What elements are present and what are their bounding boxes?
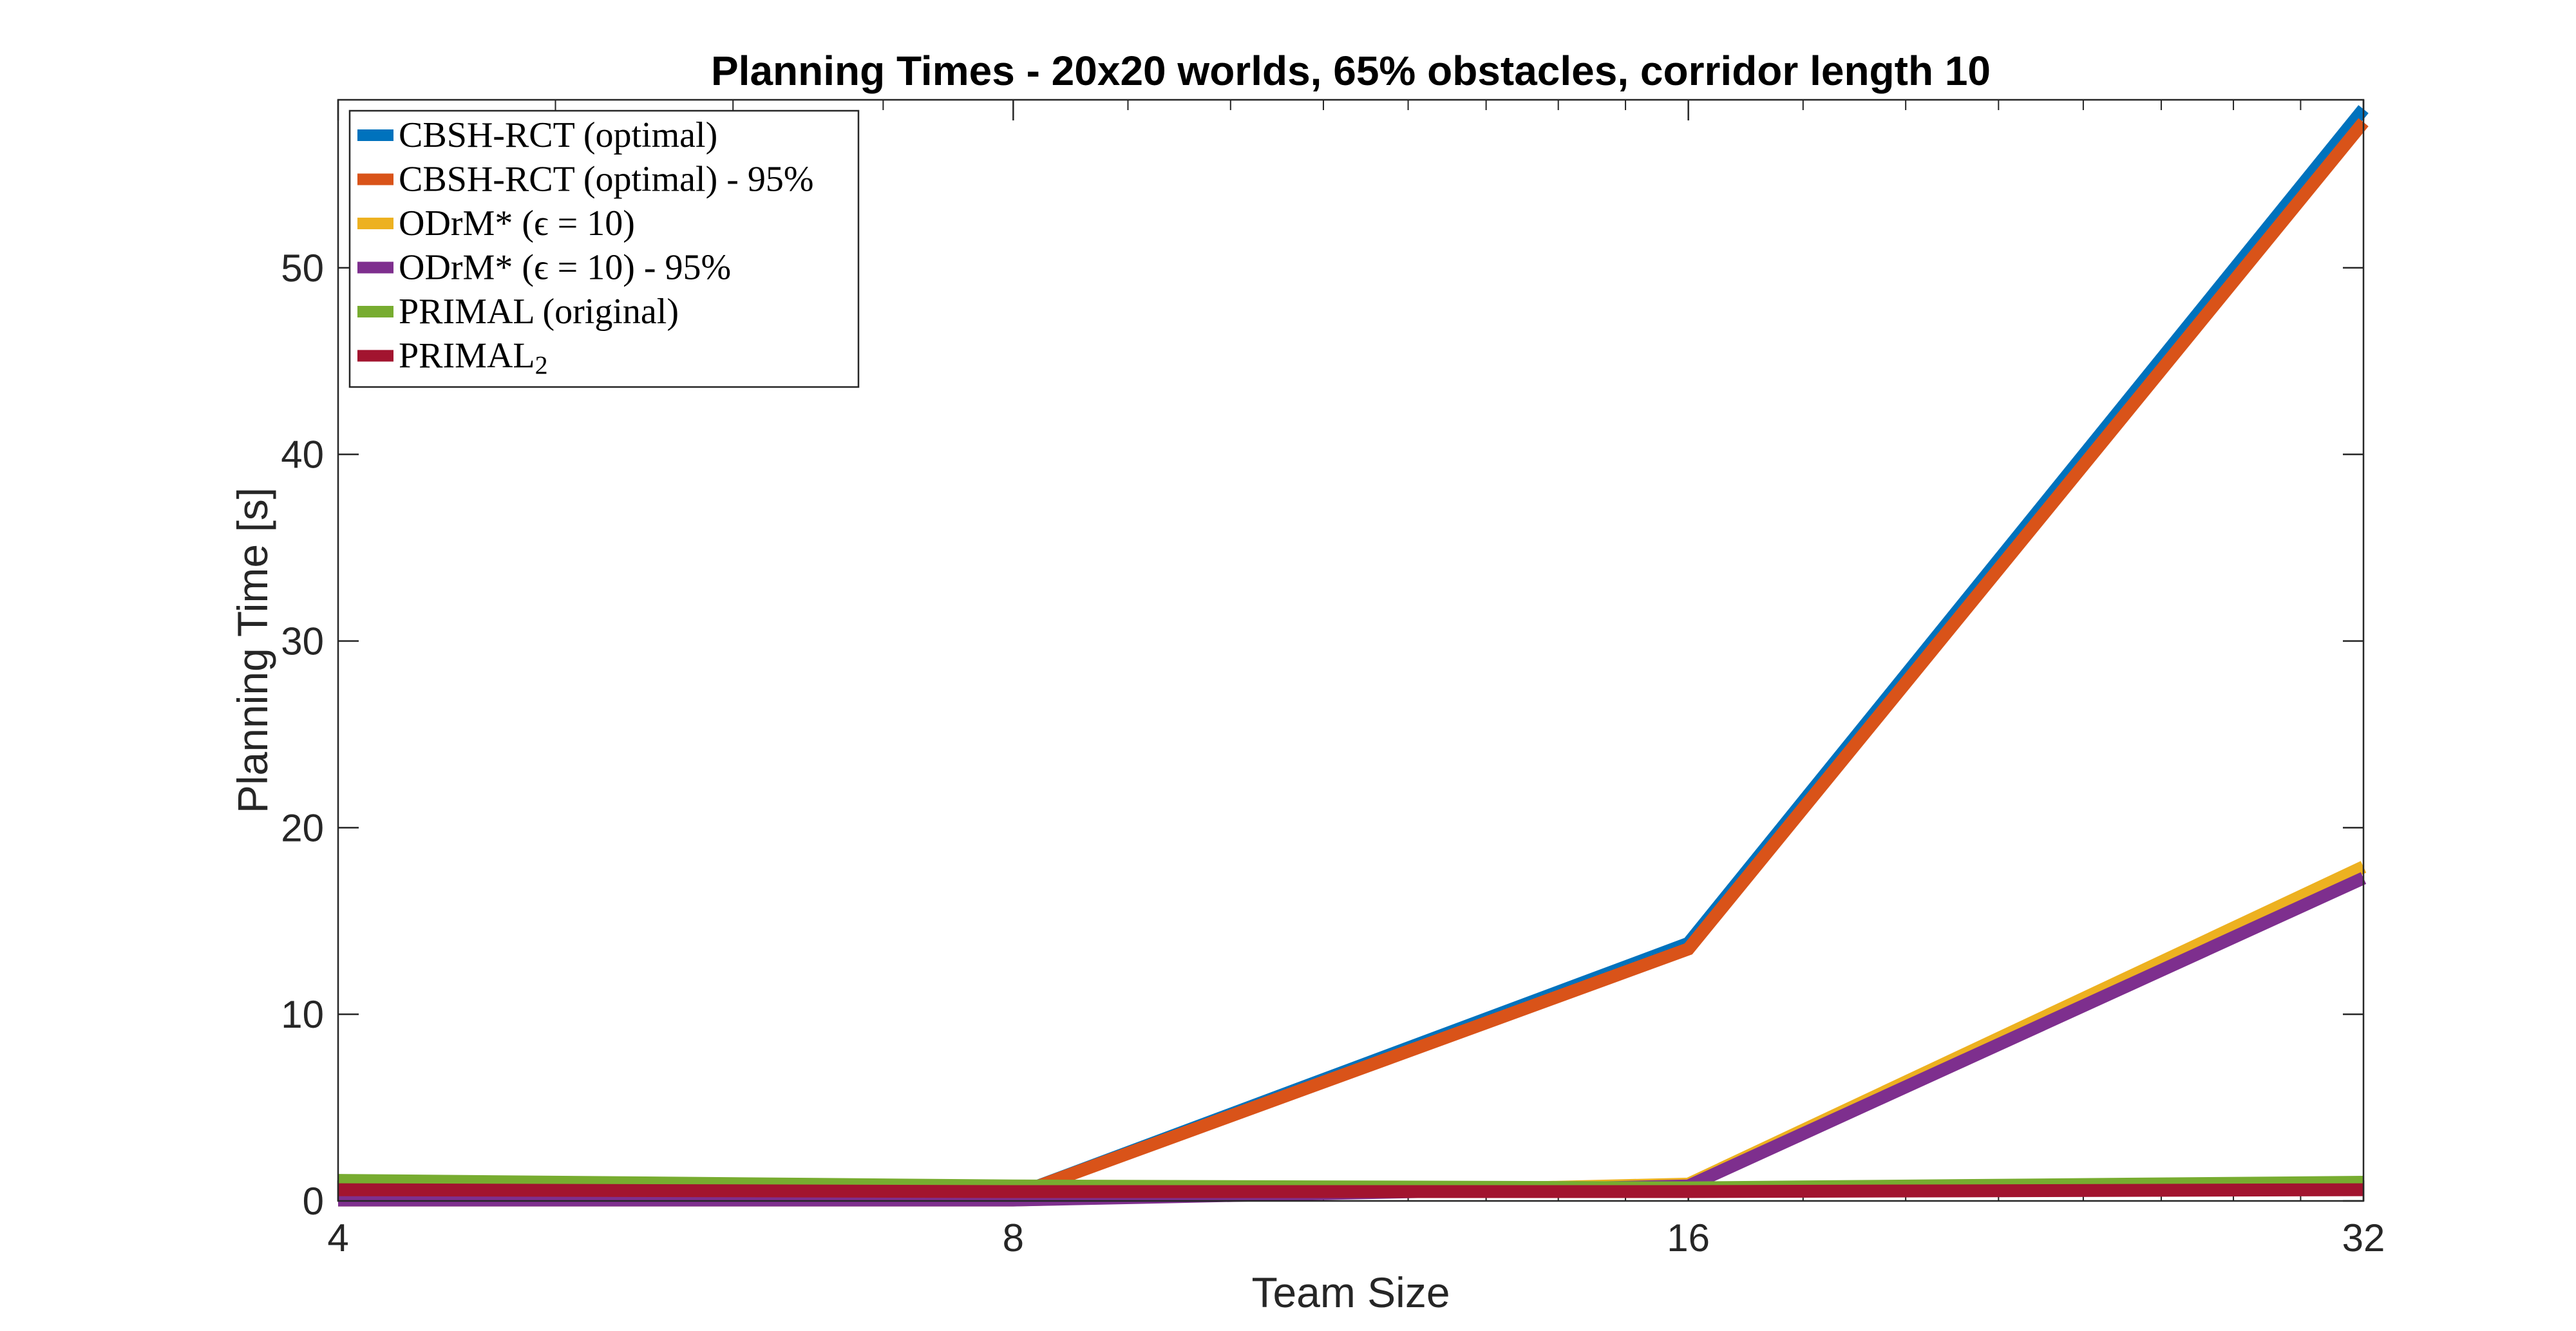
y-axis-label: Planning Time [s] xyxy=(229,487,276,813)
series-line-3 xyxy=(338,861,2367,1207)
x-tick-label: 4 xyxy=(327,1216,348,1260)
x-tick-label: 16 xyxy=(1667,1216,1710,1260)
legend-label: PRIMAL (original) xyxy=(399,292,679,332)
series-line-6 xyxy=(337,1183,2364,1198)
x-tick-label: 8 xyxy=(1003,1216,1024,1260)
x-tick-label: 32 xyxy=(2342,1216,2385,1260)
legend: CBSH-RCT (optimal) CBSH-RCT (optimal) - 9… xyxy=(348,109,860,388)
legend-label-subscript: 2 xyxy=(535,351,548,380)
y-tick-label: 20 xyxy=(281,806,324,849)
plot-frame xyxy=(337,99,2365,1202)
y-tick-label: 30 xyxy=(281,620,324,663)
y-tick-label: 40 xyxy=(281,433,324,477)
y-tick-label: 0 xyxy=(303,1180,324,1223)
x-axis-label: Team Size xyxy=(1251,1269,1450,1316)
y-axis-ticks: 0 10 20 30 40 50 xyxy=(281,247,2363,1223)
legend-label: PRIMAL2 xyxy=(399,336,548,380)
legend-box xyxy=(348,109,860,388)
legend-label: CBSH-RCT (optimal) xyxy=(399,115,717,155)
legend-label: ODrM* (ϵ = 10) xyxy=(399,203,635,243)
legend-label: CBSH-RCT (optimal) - 95% xyxy=(399,160,814,200)
y-tick-label: 50 xyxy=(281,247,324,290)
y-tick-label: 10 xyxy=(281,993,324,1036)
series-line-4 xyxy=(338,872,2367,1207)
series-lines xyxy=(337,105,2369,1207)
chart-title: Planning Times - 20x20 worlds, 65% obsta… xyxy=(711,48,1991,94)
legend-label: ODrM* (ϵ = 10) - 95% xyxy=(399,248,731,288)
